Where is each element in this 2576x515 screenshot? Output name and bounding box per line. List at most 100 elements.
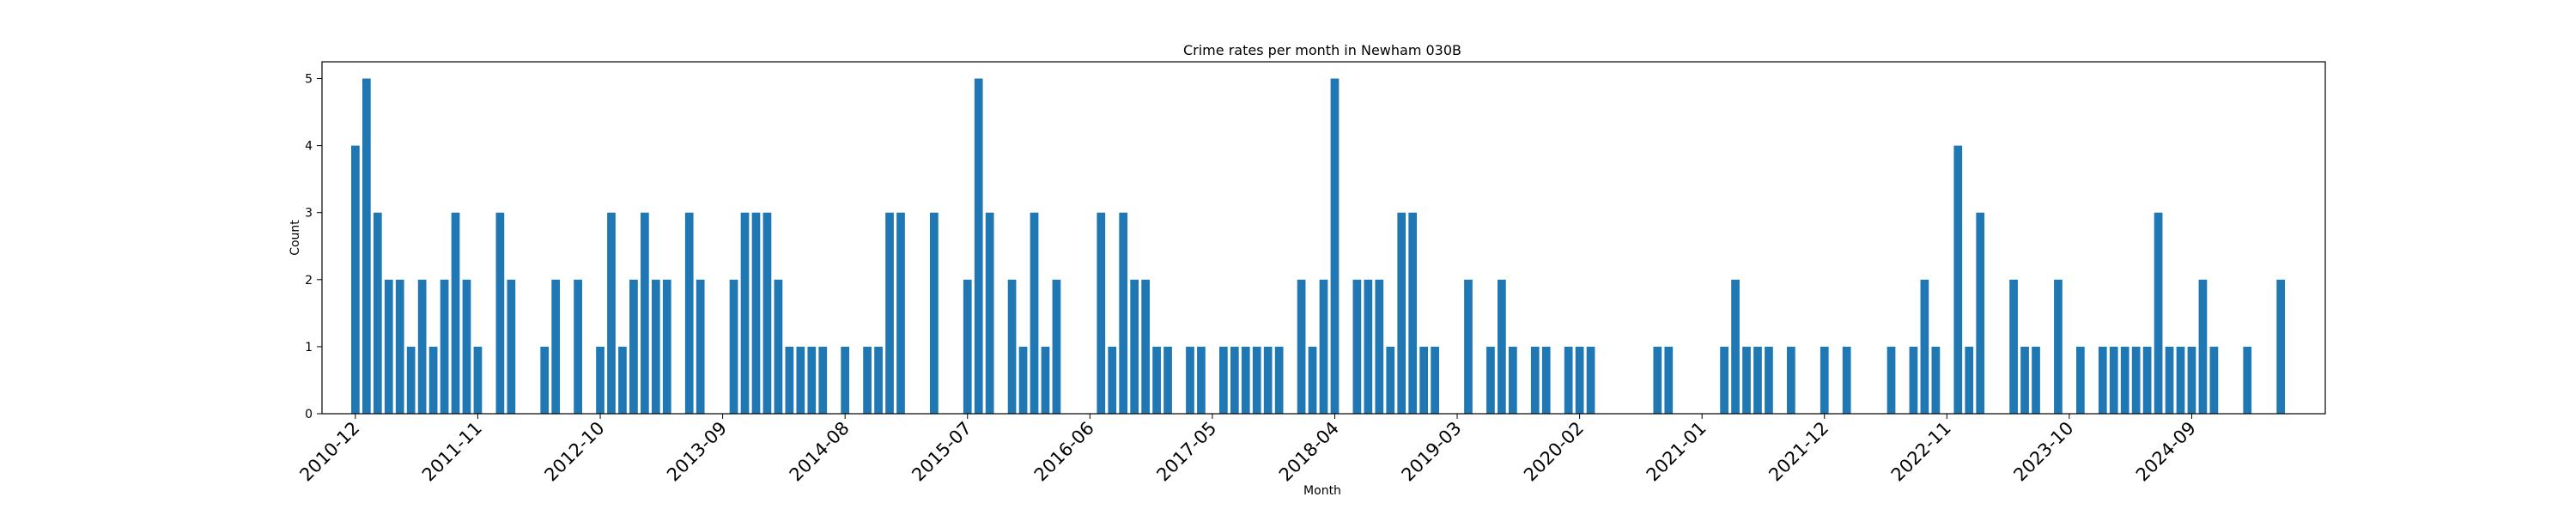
bar-2011-11 xyxy=(473,346,483,414)
bar-2024-11 xyxy=(2209,346,2219,414)
bar-2018-07 xyxy=(1364,279,1373,414)
bar-2018-04 xyxy=(1330,78,1340,415)
bar-2014-03 xyxy=(785,346,794,414)
bar-2017-09 xyxy=(1252,346,1261,414)
bar-2022-06 xyxy=(1886,346,1896,414)
bar-2012-10 xyxy=(596,346,605,414)
bar-2014-04 xyxy=(796,346,805,414)
bar-2016-11 xyxy=(1141,279,1150,414)
bar-2020-09 xyxy=(1653,346,1662,414)
y-tick-label: 1 xyxy=(305,341,313,354)
bar-2014-08 xyxy=(841,346,850,414)
plot-frame xyxy=(321,61,2326,415)
bar-2017-08 xyxy=(1241,346,1250,414)
bar-2017-06 xyxy=(1218,346,1228,414)
bar-2012-12 xyxy=(618,346,627,414)
bar-2017-07 xyxy=(1230,346,1239,414)
bar-2012-02 xyxy=(507,279,516,414)
bar-2012-01 xyxy=(495,212,505,414)
bar-2016-07 xyxy=(1097,212,1106,414)
y-tick-label: 0 xyxy=(305,408,313,421)
bar-2020-10 xyxy=(1664,346,1674,414)
bar-2014-06 xyxy=(818,346,828,414)
bar-2018-12 xyxy=(1419,346,1429,414)
bar-2017-11 xyxy=(1274,346,1284,414)
bar-2013-02 xyxy=(641,212,649,414)
bar-2018-02 xyxy=(1308,346,1317,414)
bar-2013-06 xyxy=(684,212,694,414)
bar-2016-09 xyxy=(1119,212,1128,414)
bar-2024-09 xyxy=(2187,346,2196,414)
bar-2011-06 xyxy=(417,279,427,414)
bar-2014-11 xyxy=(874,346,883,414)
bar-2024-08 xyxy=(2176,346,2185,414)
bar-2024-03 xyxy=(2120,346,2129,414)
bar-2012-11 xyxy=(607,212,616,414)
y-axis-label: Count xyxy=(289,220,302,256)
bar-2011-04 xyxy=(395,279,404,414)
bar-2014-10 xyxy=(863,346,872,414)
bar-2024-02 xyxy=(2109,346,2118,414)
bar-2017-01 xyxy=(1163,346,1172,414)
bar-2014-01 xyxy=(762,212,772,414)
bar-2016-08 xyxy=(1108,346,1117,414)
bar-2011-02 xyxy=(373,212,382,414)
bar-2023-02 xyxy=(1976,212,1985,414)
bar-2013-07 xyxy=(696,279,705,414)
bar-2015-11 xyxy=(1007,279,1017,414)
bar-2014-12 xyxy=(885,212,894,414)
bar-2016-03 xyxy=(1052,279,1061,414)
bar-2022-08 xyxy=(1909,346,1918,414)
bar-2025-02 xyxy=(2243,346,2252,414)
x-axis-label: Month xyxy=(1303,484,1341,498)
bar-2021-05 xyxy=(1742,346,1751,414)
bar-2011-10 xyxy=(462,279,471,414)
bar-2022-09 xyxy=(1920,279,1929,414)
chart-title: Crime rates per month in Newham 030B xyxy=(1183,42,1461,58)
bar-2019-04 xyxy=(1464,279,1473,414)
bar-2013-12 xyxy=(751,212,761,414)
y-tick-label: 5 xyxy=(305,73,313,87)
bar-2019-11 xyxy=(1541,346,1551,414)
bar-2012-08 xyxy=(574,279,582,414)
bar-2018-03 xyxy=(1319,279,1328,414)
bar-2024-07 xyxy=(2165,346,2174,414)
bar-2011-08 xyxy=(440,279,449,414)
bar-2016-12 xyxy=(1152,346,1161,414)
bar-2019-10 xyxy=(1530,346,1540,414)
bar-2018-10 xyxy=(1397,212,1406,414)
bar-2015-08 xyxy=(974,78,983,415)
bar-2017-10 xyxy=(1263,346,1273,414)
y-axis: 0 1 2 3 4 5 xyxy=(305,73,322,421)
bar-2023-11 xyxy=(2076,346,2085,414)
bar-2016-02 xyxy=(1041,346,1050,414)
bar-2022-02 xyxy=(1842,346,1851,414)
bar-2024-05 xyxy=(2142,346,2152,414)
bar-2018-01 xyxy=(1297,279,1306,414)
bar-2018-06 xyxy=(1352,279,1362,414)
bar-2023-07 xyxy=(2032,346,2040,414)
bar-2021-07 xyxy=(1765,346,1773,414)
bar-2020-01 xyxy=(1564,346,1573,414)
bar-2015-07 xyxy=(963,279,972,414)
bar-2012-05 xyxy=(540,346,550,414)
bar-2024-01 xyxy=(2098,346,2107,414)
bar-2019-08 xyxy=(1508,346,1517,414)
bar-2021-06 xyxy=(1753,346,1762,414)
y-tick-label: 2 xyxy=(305,274,313,288)
bar-2017-04 xyxy=(1197,346,1206,414)
bar-2024-04 xyxy=(2131,346,2141,414)
bar-2021-03 xyxy=(1720,346,1728,414)
bar-2021-09 xyxy=(1787,346,1795,414)
bar-2018-08 xyxy=(1375,279,1384,414)
bar-2023-05 xyxy=(2009,279,2018,414)
bar-2012-06 xyxy=(551,279,561,414)
bar-2019-06 xyxy=(1486,346,1495,414)
bar-2013-03 xyxy=(651,279,660,414)
bar-2020-02 xyxy=(1575,346,1584,414)
y-tick-label: 4 xyxy=(305,140,313,154)
bar-2013-04 xyxy=(662,279,671,414)
bar-2011-05 xyxy=(406,346,416,414)
bar-2021-04 xyxy=(1731,279,1740,414)
